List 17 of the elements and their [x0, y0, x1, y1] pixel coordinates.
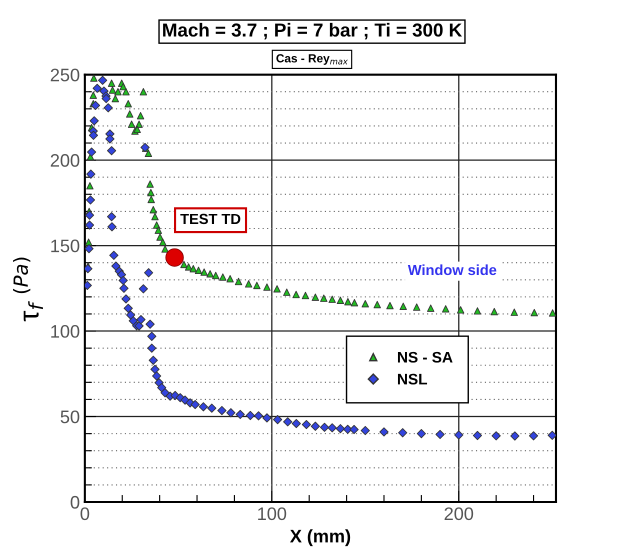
y-tick-label: 0: [70, 496, 80, 509]
chart-subtitle: Cas - Rey$_{max}$: [276, 54, 348, 65]
y-tick-label: 100: [51, 324, 80, 338]
y-tick-label: 50: [60, 410, 80, 424]
chart-title: Mach = 3.7 ; Pi = 7 bar ; Ti = 300 K: [163, 22, 462, 40]
legend-label: NSL: [398, 374, 428, 385]
y-tick-label: 250: [50, 68, 80, 82]
x-tick-label: 200: [444, 507, 474, 520]
annotation: TEST TD: [180, 214, 240, 224]
x-tick-label: 100: [258, 507, 286, 520]
annotation: Window side: [408, 264, 496, 276]
y-axis-title: τ$_{f}$ $^{(Pa)}$: [13, 258, 43, 322]
x-axis-title: X (mm): [290, 529, 350, 546]
y-tick-label: 200: [50, 154, 80, 167]
y-tick-label: 150: [51, 240, 80, 252]
x-tick-label: 0: [80, 507, 90, 520]
legend-label: NS - SA: [398, 352, 453, 363]
